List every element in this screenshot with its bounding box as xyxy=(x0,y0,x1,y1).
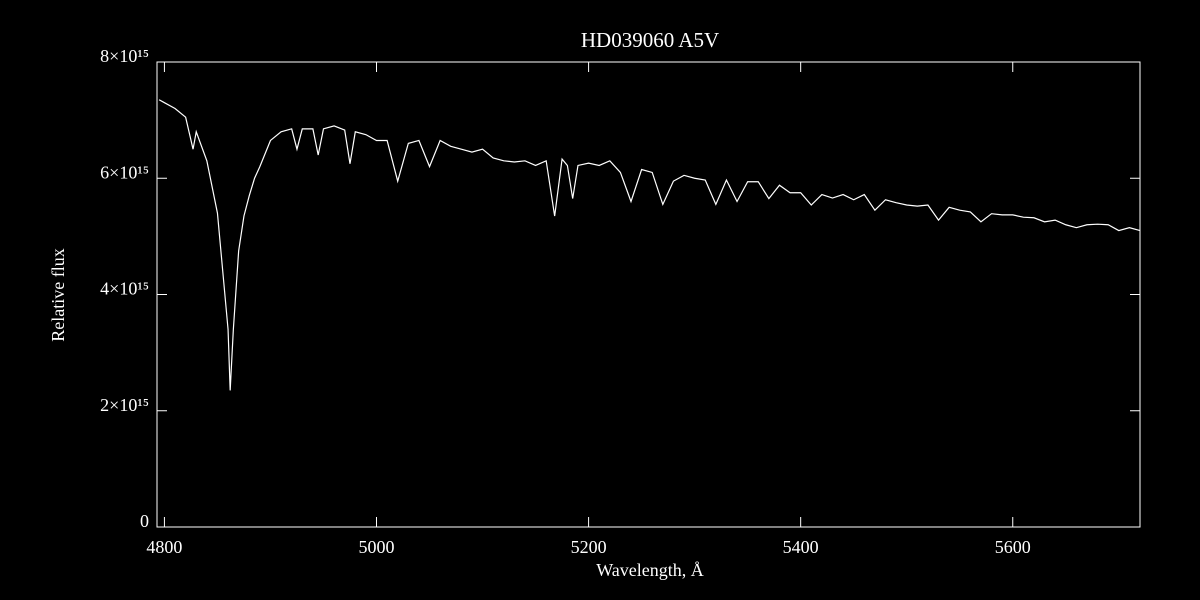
y-tick-label: 8×10¹⁵ xyxy=(100,46,149,66)
chart-title: HD039060 A5V xyxy=(581,28,719,52)
y-tick-label: 4×10¹⁵ xyxy=(100,279,149,299)
y-tick-label: 2×10¹⁵ xyxy=(100,395,149,415)
x-tick-label: 5000 xyxy=(359,537,395,557)
x-axis-label: Wavelength, Å xyxy=(596,560,704,580)
plot-frame xyxy=(156,61,1141,528)
y-axis-label: Relative flux xyxy=(48,248,68,341)
spectrum-line xyxy=(158,99,1141,391)
x-tick-label: 5200 xyxy=(571,537,607,557)
y-tick-label: 0 xyxy=(140,511,149,531)
x-tick-label: 5600 xyxy=(995,537,1031,557)
x-tick-label: 4800 xyxy=(146,537,182,557)
x-tick-label: 5400 xyxy=(783,537,819,557)
y-tick-label: 6×10¹⁵ xyxy=(100,162,149,182)
